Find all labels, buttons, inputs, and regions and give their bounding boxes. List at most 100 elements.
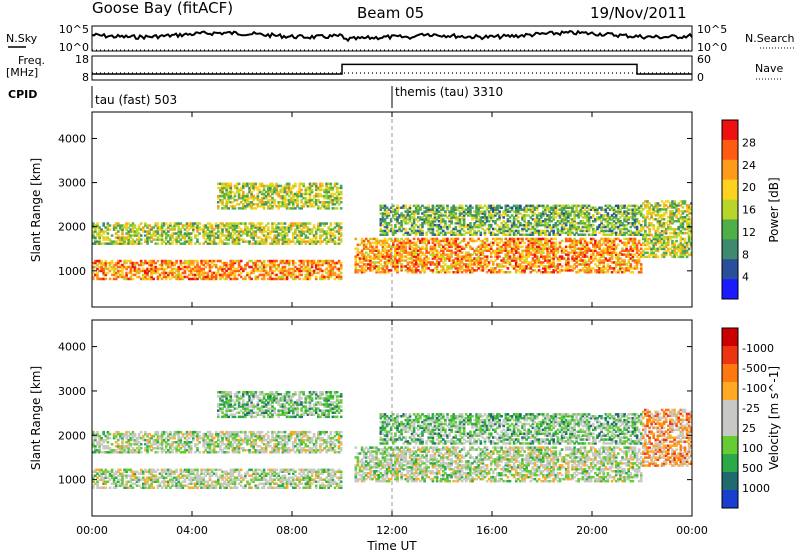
echo-cell: [96, 222, 99, 225]
echo-cell: [211, 224, 214, 227]
freq-strip: Freq. [MHz] 18 8 60 0 Nave: [6, 53, 783, 84]
echo-cell: [427, 205, 430, 208]
echo-cell: [140, 234, 143, 237]
echo-cell: [313, 224, 316, 227]
beam-title: Beam 05: [357, 4, 424, 22]
echo-cell: [448, 271, 451, 274]
freq-strip-frame: [92, 56, 692, 80]
echo-cell: [355, 238, 358, 241]
echo-cell: [157, 242, 160, 245]
echo-cell: [521, 246, 524, 249]
echo-cell: [634, 238, 637, 241]
echo-cell: [552, 230, 555, 233]
echo-cell: [336, 183, 339, 186]
echo-cell: [463, 238, 466, 241]
echo-cell: [300, 274, 303, 277]
echo-cell: [498, 255, 501, 258]
echo-cell: [357, 248, 360, 251]
echo-cell: [471, 207, 474, 210]
echo-cell: [623, 259, 626, 262]
echo-cell: [311, 189, 314, 192]
freq-tick-top: 18: [75, 53, 89, 66]
echo-cell: [109, 224, 112, 227]
echo-cell: [132, 278, 135, 281]
echo-cell: [442, 205, 445, 208]
echo-cell: [340, 276, 343, 279]
echo-cell: [217, 205, 220, 208]
echo-cell: [105, 278, 108, 281]
echo-cell: [461, 251, 464, 254]
echo-cell: [638, 240, 641, 243]
echo-cell: [480, 232, 483, 235]
echo-cell: [284, 266, 287, 269]
echo-cell: [486, 255, 489, 258]
echo-cell: [169, 222, 172, 225]
echo-cell: [640, 205, 643, 208]
echo-cell: [644, 230, 647, 233]
echo-cell: [300, 189, 303, 192]
echo-cell: [405, 228, 408, 231]
echo-cell: [227, 242, 230, 245]
echo-cell: [584, 234, 587, 237]
echo-cell: [236, 278, 239, 281]
echo-cell: [340, 222, 343, 225]
echo-cell: [119, 260, 122, 263]
echo-cell: [519, 205, 522, 208]
echo-cell: [405, 205, 408, 208]
echo-cell: [640, 210, 643, 213]
echo-cell: [632, 271, 635, 274]
echo-cell: [617, 244, 620, 247]
echo-cell: [140, 238, 143, 241]
echo-cell: [275, 260, 278, 263]
nsky-label: N.Sky: [6, 32, 38, 45]
echo-cell: [111, 260, 114, 263]
echo-cell: [640, 263, 643, 266]
echo-cell: [261, 222, 264, 225]
echo-cell: [498, 210, 501, 213]
nave-tick-top: 60: [697, 53, 711, 66]
echo-cell: [140, 222, 143, 225]
echo-cell: [469, 222, 472, 225]
echo-cell: [409, 205, 412, 208]
echo-cell: [517, 230, 520, 233]
echo-cell: [340, 262, 343, 265]
echo-cell: [190, 236, 193, 239]
echo-cell: [288, 183, 291, 186]
echo-cell: [242, 191, 245, 194]
echo-cell: [230, 183, 233, 186]
cpid-mode-1: themis (tau) 3310: [395, 85, 503, 99]
echo-cell: [334, 234, 337, 237]
echo-cell: [461, 205, 464, 208]
echo-cell: [486, 238, 489, 241]
echo-cell: [457, 238, 460, 241]
nave-tick-bottom: 0: [697, 71, 704, 84]
echo-cell: [446, 205, 449, 208]
echo-cell: [630, 263, 633, 266]
echo-cell: [198, 222, 201, 225]
echo-cell: [298, 278, 301, 281]
echo-cell: [240, 260, 243, 263]
date-title: 19/Nov/2011: [590, 4, 687, 22]
echo-cell: [507, 267, 510, 270]
echo-cell: [555, 242, 558, 245]
echo-cell: [340, 185, 343, 188]
echo-cell: [284, 222, 287, 225]
echo-cell: [267, 226, 270, 229]
echo-cell: [444, 220, 447, 223]
power-panel: 1000 2000 3000 4000 Slant Range [km] 4 8…: [29, 112, 781, 307]
nsearch-label: N.Search: [745, 32, 795, 45]
echo-cell: [500, 207, 503, 210]
echo-cell: [607, 212, 610, 215]
echo-cell: [640, 248, 643, 251]
echo-cell: [490, 224, 493, 227]
echo-cell: [109, 278, 112, 281]
echo-cell: [315, 276, 318, 279]
cpid-row: CPID tau (fast) 503 themis (tau) 3310: [8, 85, 503, 108]
station-title: Goose Bay (fitACF): [92, 0, 233, 17]
echo-cell: [340, 201, 343, 204]
echo-cell: [592, 214, 595, 217]
echo-cell: [175, 260, 178, 263]
echo-cell: [592, 224, 595, 227]
nave-label: Nave: [755, 62, 783, 75]
